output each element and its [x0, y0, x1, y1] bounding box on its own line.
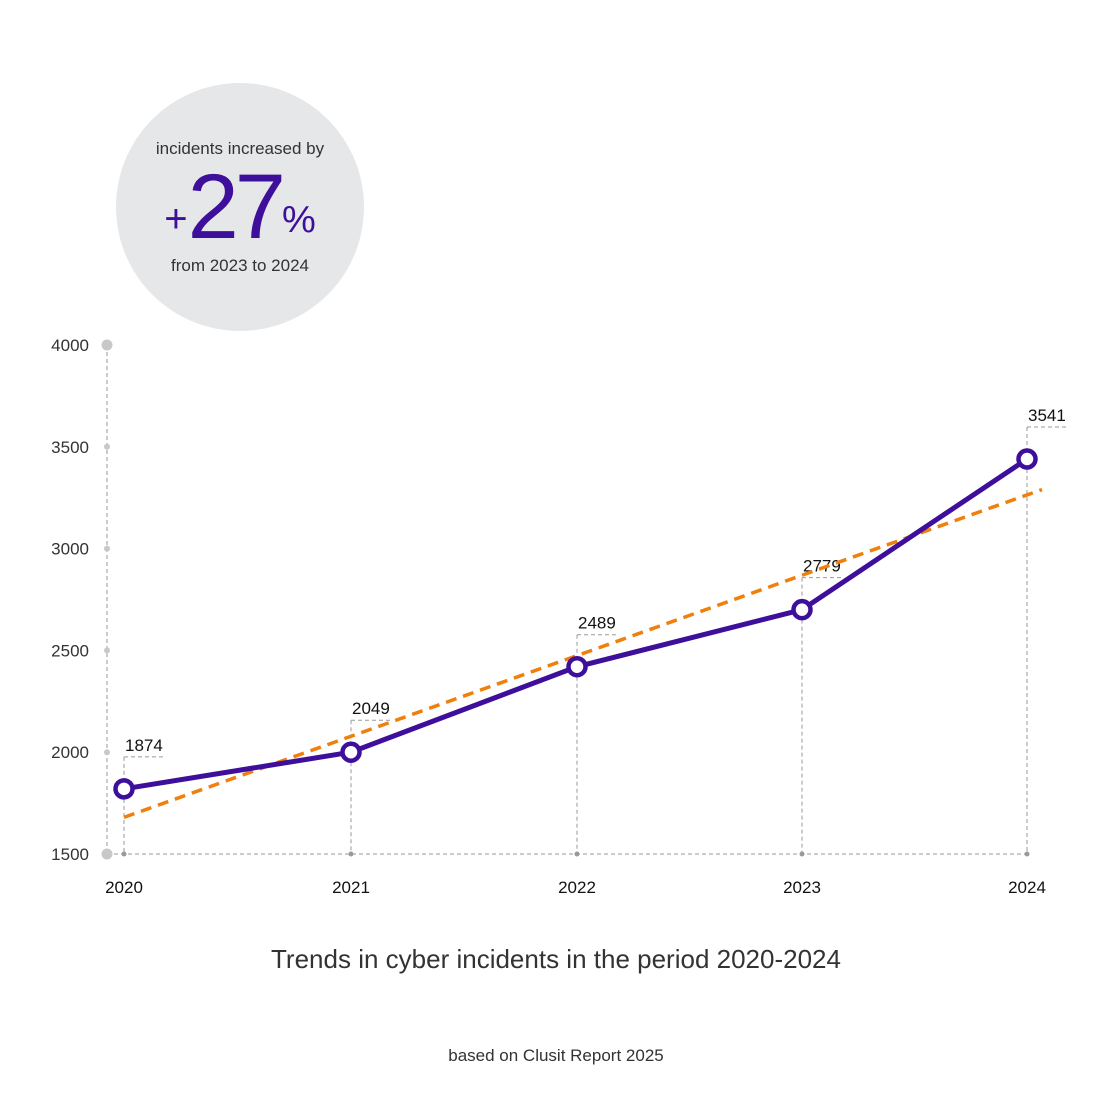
y-tick-label: 2500: [51, 641, 89, 660]
y-tick-label: 3000: [51, 540, 89, 559]
x-tick-label: 2022: [558, 878, 596, 897]
y-tick-label: 4000: [51, 336, 89, 355]
x-tick-dot: [799, 851, 805, 857]
data-point: [566, 655, 588, 678]
summary-badge: incidents increased by +27% from 2023 to…: [116, 83, 364, 331]
y-tick-label: 3500: [51, 438, 89, 457]
badge-top-text: incidents increased by: [155, 139, 325, 158]
y-tick-dot: [104, 443, 110, 450]
y-tick-dot: [104, 749, 110, 756]
x-tick-label: 2020: [105, 878, 143, 897]
badge-percentage: +27%: [116, 161, 364, 253]
y-tick-label: 1500: [51, 845, 89, 864]
y-tick-dot: [104, 545, 110, 552]
x-tick-label: 2023: [783, 878, 821, 897]
x-tick-dot: [348, 851, 354, 857]
x-tick-dot: [121, 851, 127, 857]
y-tick-dot: [104, 647, 110, 654]
data-point: [1016, 448, 1038, 470]
source-note: based on Clusit Report 2025: [448, 1046, 664, 1065]
x-tick-label: 2021: [332, 878, 370, 897]
badge-plus: +: [164, 197, 188, 241]
badge-number: 27: [187, 156, 286, 258]
chart-title: Trends in cyber incidents in the period …: [271, 944, 841, 974]
x-tick-dot: [574, 851, 580, 857]
data-label: 1874: [125, 736, 163, 755]
x-tick-label: 2024: [1008, 878, 1046, 897]
badge-percent-sign: %: [281, 199, 316, 241]
data-point: [113, 778, 135, 800]
data-point: [340, 741, 362, 763]
x-tick-dot: [1024, 851, 1030, 857]
badge-bottom-text: from 2023 to 2024: [171, 256, 309, 275]
data-label: 2489: [578, 614, 616, 633]
data-point: [791, 598, 813, 621]
data-label: 3541: [1028, 406, 1066, 425]
data-label: 2779: [803, 557, 841, 576]
y-tick-dot: [101, 848, 113, 860]
y-tick-dot: [101, 339, 113, 351]
y-tick-label: 2000: [51, 743, 89, 762]
series-line: [121, 456, 1030, 792]
data-label: 2049: [352, 699, 390, 718]
